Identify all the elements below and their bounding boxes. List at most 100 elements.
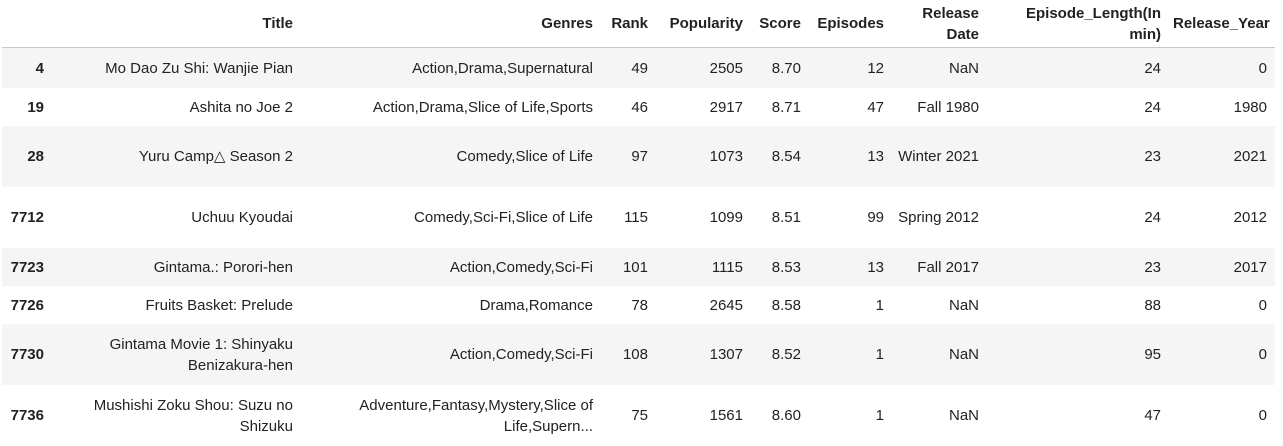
cell-title: Mo Dao Zu Shi: Wanjie Pian (105, 59, 293, 77)
cell-release-date: Spring 2012 (898, 209, 979, 226)
row-index: 7730 (10, 346, 44, 363)
column-header-score: Score (751, 0, 809, 48)
table-row: 7726 Fruits Basket: Prelude Drama,Romanc… (2, 286, 1275, 324)
cell-title: Gintama Movie 1: Shinyaku Benizakura-hen (109, 335, 293, 374)
cell-episodes: 1 (875, 296, 884, 314)
cell-rank: 46 (631, 98, 648, 116)
cell-rank: 101 (622, 258, 648, 276)
column-header-popularity: Popularity (656, 0, 751, 48)
row-index: 19 (27, 98, 44, 116)
cell-score: 8.54 (771, 148, 801, 165)
cell-episode-length: 88 (1144, 296, 1161, 314)
index-header (2, 0, 52, 48)
cell-score: 8.53 (771, 258, 801, 276)
row-index: 28 (27, 148, 44, 165)
table-row: 7723 Gintama.: Porori-hen Action,Comedy,… (2, 248, 1275, 286)
cell-episodes: 99 (867, 209, 884, 226)
table-row: 28 Yuru Camp△ Season 2 Comedy,Slice of L… (2, 126, 1275, 187)
table-row: 7712 Uchuu Kyoudai Comedy,Sci-Fi,Slice o… (2, 187, 1275, 248)
cell-episode-length: 23 (1144, 148, 1161, 165)
cell-popularity: 1073 (709, 148, 743, 165)
cell-release-year: 0 (1258, 346, 1267, 363)
cell-rank: 115 (624, 209, 648, 226)
cell-score: 8.70 (771, 59, 801, 77)
cell-release-date: NaN (948, 59, 979, 77)
cell-rank: 78 (631, 296, 648, 314)
row-index: 7736 (10, 407, 44, 424)
cell-release-year: 2017 (1233, 258, 1267, 276)
cell-popularity: 1115 (711, 258, 743, 276)
cell-release-date: NaN (948, 296, 979, 314)
cell-release-year: 0 (1258, 296, 1267, 314)
cell-title: Ashita no Joe 2 (189, 98, 293, 116)
cell-release-year: 2021 (1233, 148, 1267, 165)
cell-release-date: NaN (948, 407, 979, 424)
cell-release-date: Fall 2017 (917, 258, 979, 276)
cell-popularity: 2645 (709, 296, 743, 314)
cell-popularity: 1307 (709, 346, 743, 363)
cell-title: Yuru Camp△ Season 2 (138, 148, 293, 165)
cell-release-date: Fall 1980 (917, 98, 979, 116)
cell-popularity: 2917 (709, 98, 743, 116)
cell-rank: 75 (631, 407, 648, 424)
column-header-release-year: Release_Year (1169, 0, 1275, 48)
cell-score: 8.51 (771, 209, 801, 226)
cell-episodes: 1 (875, 346, 884, 363)
cell-genres: Drama,Romance (479, 296, 593, 314)
row-index: 7726 (10, 296, 44, 314)
cell-score: 8.60 (771, 407, 801, 424)
cell-release-date: NaN (948, 346, 979, 363)
cell-episodes: 12 (867, 59, 884, 77)
cell-score: 8.71 (771, 98, 801, 116)
cell-rank: 97 (631, 148, 648, 165)
cell-popularity: 2505 (709, 59, 743, 77)
row-index: 7712 (10, 209, 44, 226)
cell-title: Mushishi Zoku Shou: Suzu no Shizuku (93, 396, 293, 435)
column-header-rank: Rank (601, 0, 656, 48)
header-row: Title Genres Rank Popularity Score Episo… (2, 0, 1275, 48)
cell-popularity: 1561 (709, 407, 743, 424)
cell-genres: Comedy,Slice of Life (456, 148, 593, 165)
column-header-episode-length: Episode_Length(In min) (987, 0, 1169, 48)
cell-episodes: 13 (867, 148, 884, 165)
cell-title: Fruits Basket: Prelude (145, 296, 293, 314)
cell-popularity: 1099 (709, 209, 743, 226)
column-header-release-date: Release Date (892, 0, 987, 48)
cell-episode-length: 47 (1144, 407, 1161, 424)
cell-rank: 49 (631, 59, 648, 77)
table-row: 4 Mo Dao Zu Shi: Wanjie Pian Action,Dram… (2, 47, 1275, 88)
cell-title: Uchuu Kyoudai (191, 209, 293, 226)
cell-genres: Action,Comedy,Sci-Fi (449, 258, 593, 276)
column-header-genres: Genres (301, 0, 601, 48)
table-row: 7736 Mushishi Zoku Shou: Suzu no Shizuku… (2, 385, 1275, 446)
cell-score: 8.58 (771, 296, 801, 314)
cell-genres: Comedy,Sci-Fi,Slice of Life (414, 209, 593, 226)
table-row: 7730 Gintama Movie 1: Shinyaku Benizakur… (2, 324, 1275, 385)
cell-episodes: 13 (867, 258, 884, 276)
cell-episode-length: 24 (1144, 209, 1161, 226)
cell-release-year: 0 (1258, 59, 1267, 77)
cell-episode-length: 24 (1144, 98, 1161, 116)
column-header-title: Title (52, 0, 301, 48)
cell-episodes: 47 (867, 98, 884, 116)
cell-genres: Action,Drama,Slice of Life,Sports (372, 98, 593, 116)
cell-score: 8.52 (771, 346, 801, 363)
cell-release-year: 2012 (1233, 209, 1267, 226)
cell-episodes: 1 (875, 407, 884, 424)
cell-genres: Action,Comedy,Sci-Fi (449, 346, 593, 363)
cell-release-year: 0 (1258, 407, 1267, 424)
cell-release-year: 1980 (1233, 98, 1267, 116)
cell-genres: Adventure,Fantasy,Mystery,Slice of Life,… (359, 396, 593, 435)
cell-rank: 108 (622, 346, 648, 363)
cell-title: Gintama.: Porori-hen (153, 258, 293, 276)
row-index: 7723 (10, 258, 44, 276)
cell-episode-length: 95 (1144, 346, 1161, 363)
column-header-episodes: Episodes (809, 0, 892, 48)
cell-release-date: Winter 2021 (898, 148, 979, 165)
cell-episode-length: 24 (1144, 59, 1161, 77)
cell-genres: Action,Drama,Supernatural (412, 59, 593, 77)
table-row: 19 Ashita no Joe 2 Action,Drama,Slice of… (2, 88, 1275, 126)
row-index: 4 (35, 59, 44, 77)
cell-episode-length: 23 (1144, 258, 1161, 276)
